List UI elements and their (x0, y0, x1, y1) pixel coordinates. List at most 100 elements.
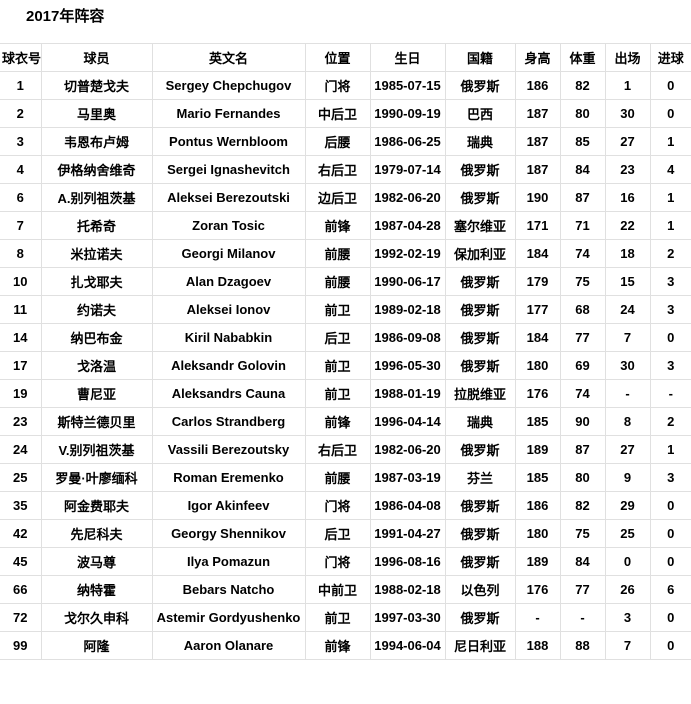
table-cell: 45 (0, 547, 42, 576)
table-cell: 1 (650, 211, 691, 240)
page-title: 2017年阵容 (26, 8, 105, 25)
table-row: 2 马里奥 Mario Fernandes 中后卫 1990-09-19 巴西 187 80 3… (0, 99, 691, 128)
table-cell: 7 (0, 211, 42, 240)
table-cell: 前锋 (305, 211, 371, 240)
table-cell: 先尼科夫 (41, 519, 153, 548)
table-cell: 4 (0, 155, 42, 184)
table-cell: 波马尊 (41, 547, 153, 576)
table-cell: 30 (605, 351, 651, 380)
table-cell: V.别列祖茨基 (41, 435, 153, 464)
table-cell: 瑞典 (445, 407, 516, 436)
table-cell: 前腰 (305, 239, 371, 268)
table-cell: 8 (0, 239, 42, 268)
table-cell: 3 (650, 267, 691, 296)
table-cell: 1982-06-20 (370, 435, 446, 464)
table-cell: 俄罗斯 (445, 547, 516, 576)
table-cell: 2 (650, 239, 691, 268)
table-cell: 0 (605, 547, 651, 576)
table-cell: 1992-02-19 (370, 239, 446, 268)
table-cell: 俄罗斯 (445, 183, 516, 212)
table-cell: - (650, 379, 691, 408)
table-cell: 77 (560, 323, 606, 352)
table-cell: 187 (515, 99, 561, 128)
table-cell: 87 (560, 183, 606, 212)
table-cell: Bebars Natcho (152, 575, 306, 604)
table-cell: 71 (560, 211, 606, 240)
table-cell: 24 (0, 435, 42, 464)
table-cell: 3 (0, 127, 42, 156)
table-cell: 戈洛温 (41, 351, 153, 380)
table-cell: 8 (605, 407, 651, 436)
table-cell: 66 (0, 575, 42, 604)
table-cell: 18 (605, 239, 651, 268)
table-row: 35 阿金费耶夫 Igor Akinfeev 门将 1986-04-08 俄罗斯 186 82… (0, 491, 691, 520)
table-cell: 9 (605, 463, 651, 492)
table-cell: 0 (650, 71, 691, 100)
table-cell: 17 (0, 351, 42, 380)
table-cell: 俄罗斯 (445, 351, 516, 380)
table-cell: Roman Eremenko (152, 463, 306, 492)
table-cell: 伊格纳舍维奇 (41, 155, 153, 184)
table-cell: 75 (560, 519, 606, 548)
table-cell: 26 (605, 575, 651, 604)
table-cell: 尼日利亚 (445, 631, 516, 660)
table-cell: 69 (560, 351, 606, 380)
table-cell: 90 (560, 407, 606, 436)
table-row: 6 A.别列祖茨基 Aleksei Berezoutski 边后卫 1982-06-20… (0, 183, 691, 212)
table-cell: 1979-07-14 (370, 155, 446, 184)
table-cell: 14 (0, 323, 42, 352)
table-cell: 75 (560, 267, 606, 296)
table-cell: 1990-06-17 (370, 267, 446, 296)
table-cell: 190 (515, 183, 561, 212)
table-cell: 前腰 (305, 463, 371, 492)
roster-table: 球衣号 球员 英文名 位置 生日 国籍 身高 体重 出场 进球 1 切普楚戈夫 Sergey Chep… (0, 43, 691, 660)
table-cell: 前腰 (305, 267, 371, 296)
table-cell: 23 (0, 407, 42, 436)
table-cell: 0 (650, 631, 691, 660)
table-cell: 22 (605, 211, 651, 240)
table-cell: 189 (515, 435, 561, 464)
table-cell: 韦恩布卢姆 (41, 127, 153, 156)
table-cell: 7 (605, 631, 651, 660)
column-header: 出场 (605, 43, 651, 72)
table-cell: 23 (605, 155, 651, 184)
table-cell: Kiril Nababkin (152, 323, 306, 352)
table-cell: 3 (650, 351, 691, 380)
table-row: 10 扎戈耶夫 Alan Dzagoev 前腰 1990-06-17 俄罗斯 179 75 15… (0, 267, 691, 296)
table-cell: 拉脱维亚 (445, 379, 516, 408)
table-row: 99 阿隆 Aaron Olanare 前锋 1994-06-04 尼日利亚 188 88 7 0 (0, 631, 691, 660)
table-row: 8 米拉诺夫 Georgi Milanov 前腰 1992-02-19 保加利亚 184 74… (0, 239, 691, 268)
table-cell: 塞尔维亚 (445, 211, 516, 240)
table-cell: 俄罗斯 (445, 267, 516, 296)
table-cell: 俄罗斯 (445, 323, 516, 352)
table-cell: 斯特兰德贝里 (41, 407, 153, 436)
table-cell: 74 (560, 379, 606, 408)
table-cell: 3 (650, 463, 691, 492)
table-cell: 俄罗斯 (445, 435, 516, 464)
table-cell: 阿隆 (41, 631, 153, 660)
table-cell: 187 (515, 127, 561, 156)
table-cell: 边后卫 (305, 183, 371, 212)
table-cell: 42 (0, 519, 42, 548)
table-cell: 1986-09-08 (370, 323, 446, 352)
table-cell: 0 (650, 323, 691, 352)
table-cell: 176 (515, 575, 561, 604)
table-cell: Aaron Olanare (152, 631, 306, 660)
table-cell: Aleksandr Golovin (152, 351, 306, 380)
table-cell: 1988-02-18 (370, 575, 446, 604)
table-cell: 前卫 (305, 295, 371, 324)
table-cell: 0 (650, 99, 691, 128)
table-cell: Georgi Milanov (152, 239, 306, 268)
table-cell: 180 (515, 519, 561, 548)
table-cell: 1987-03-19 (370, 463, 446, 492)
table-cell: 35 (0, 491, 42, 520)
table-cell: 瑞典 (445, 127, 516, 156)
table-cell: 29 (605, 491, 651, 520)
table-cell: 切普楚戈夫 (41, 71, 153, 100)
column-header: 进球 (650, 43, 691, 72)
table-cell: 171 (515, 211, 561, 240)
table-cell: 马里奥 (41, 99, 153, 128)
table-cell: 托希奇 (41, 211, 153, 240)
table-cell: 0 (650, 603, 691, 632)
